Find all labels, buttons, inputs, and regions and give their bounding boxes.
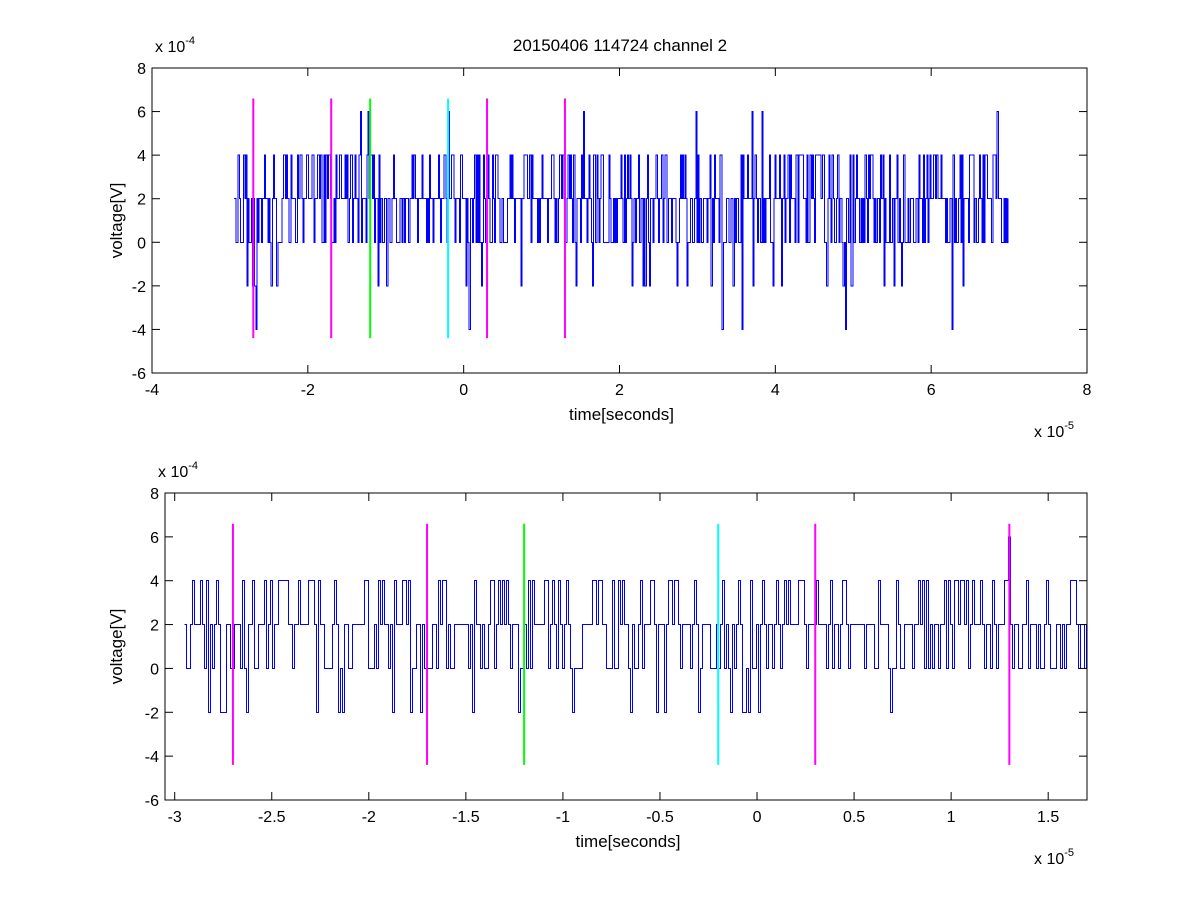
x-tick-label: -2: [301, 382, 315, 399]
y-tick-label: 2: [150, 618, 159, 635]
x-scale-base: x 10: [1034, 851, 1064, 868]
y-scale-exponent: -4: [188, 460, 198, 472]
y-scale-base: x 10: [158, 464, 188, 481]
x-tick-label: -2.5: [258, 809, 286, 826]
y-tick-label: 4: [150, 574, 159, 591]
x-tick-label: 2: [615, 382, 624, 399]
y-tick-label: 0: [137, 235, 146, 252]
x-tick-label: 6: [927, 382, 936, 399]
y-scale-factor: x 10-4: [158, 460, 198, 481]
x-tick-label: 1.5: [1037, 809, 1059, 826]
y-tick-label: 4: [137, 148, 146, 165]
y-scale-base: x 10: [155, 39, 185, 56]
y-axis-label: voltage[V]: [107, 609, 126, 685]
x-tick-label: 0: [459, 382, 468, 399]
x-scale-exponent: -5: [1064, 847, 1074, 859]
y-tick-label: 6: [150, 530, 159, 547]
x-tick-label: 8: [1083, 382, 1092, 399]
y-tick-label: 8: [137, 61, 146, 78]
y-tick-label: -6: [145, 793, 159, 810]
x-axis-label: time[seconds]: [569, 405, 674, 424]
x-scale-factor: x 10-5: [1034, 847, 1074, 868]
y-tick-label: 0: [150, 661, 159, 678]
x-tick-label: 4: [771, 382, 780, 399]
x-axis-label: time[seconds]: [576, 832, 681, 851]
x-tick-label: 1: [947, 809, 956, 826]
x-tick-label: -0.5: [646, 809, 674, 826]
y-scale-factor: x 10-4: [155, 35, 195, 56]
y-tick-label: -2: [145, 705, 159, 722]
x-scale-exponent: -5: [1064, 420, 1074, 432]
y-scale-exponent: -4: [185, 35, 195, 47]
y-axis-label: voltage[V]: [107, 183, 126, 259]
signal-trace: [233, 111, 1009, 330]
y-tick-label: 8: [150, 486, 159, 503]
y-tick-label: -4: [132, 322, 146, 339]
x-scale-base: x 10: [1034, 424, 1064, 441]
axes-box: [164, 492, 1088, 801]
y-tick-label: -6: [132, 366, 146, 383]
x-tick-label: -4: [145, 382, 159, 399]
y-tick-label: 6: [137, 105, 146, 122]
x-tick-label: 0: [753, 809, 762, 826]
y-tick-label: 2: [137, 192, 146, 209]
x-tick-label: -2: [362, 809, 376, 826]
y-tick-label: -2: [132, 279, 146, 296]
x-tick-label: -1.5: [452, 809, 480, 826]
y-tick-label: -4: [145, 749, 159, 766]
signal-trace: [184, 536, 1087, 713]
x-scale-factor: x 10-5: [1034, 420, 1074, 441]
x-tick-label: -3: [168, 809, 182, 826]
bottom-plot: -3 -2.5 -2 -1.5 -1 -0.5 0 0.5 1 1.5 -6 -4 -2 0 2 4 6 8 tim…: [107, 460, 1088, 868]
top-plot: -4 -2 0 2 4 6 8-6-4-202468time[seconds]voltage…: [107, 35, 1092, 441]
x-tick-label: -1: [556, 809, 570, 826]
figure-title: 20150406 114724 channel 2: [513, 36, 727, 55]
x-tick-label: 0.5: [843, 809, 865, 826]
